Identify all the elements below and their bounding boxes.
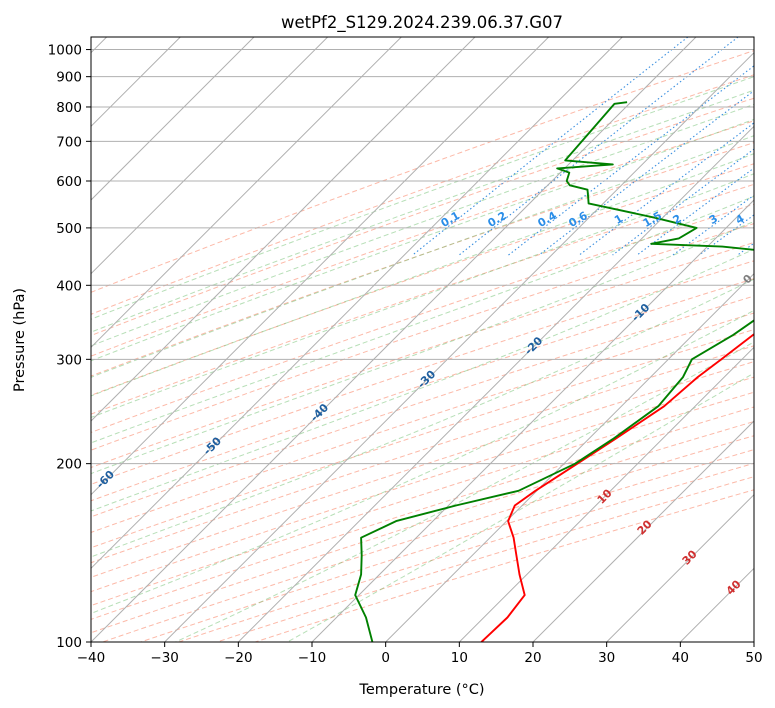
isotherm-line <box>91 37 329 275</box>
x-tick-label: 40 <box>672 650 689 666</box>
mixing-ratio-line <box>412 37 689 256</box>
mixing-ratio-line <box>766 37 775 255</box>
y-axis-title: Pressure (hPa) <box>12 288 28 392</box>
mixing-ratio-label: 3 <box>707 212 720 227</box>
dry-adiabat <box>91 50 754 293</box>
moist-adiabat <box>91 220 754 475</box>
dewpoint-profile <box>354 101 754 642</box>
chart-grid <box>91 37 775 642</box>
isotherm-line <box>753 641 754 642</box>
plot-frame <box>90 36 755 643</box>
isotherm-line <box>458 346 754 642</box>
isotherm-line <box>237 125 754 642</box>
dry-adiabat <box>91 223 754 451</box>
dry-adiabat <box>91 260 754 485</box>
moist-adiabat <box>91 76 754 320</box>
mixing-ratio-label: 1.5 <box>641 209 664 230</box>
x-axis-title: Temperature (°C) <box>358 682 484 698</box>
isotherm-line <box>311 199 754 642</box>
moist-adiabat <box>91 309 754 614</box>
mixing-ratio-line <box>458 37 739 256</box>
dry-adiabat <box>91 361 754 578</box>
mixing-ratio-line <box>578 122 754 256</box>
mixing-ratio-label: 0.6 <box>566 209 590 230</box>
isotherm-line <box>91 37 623 570</box>
dry-adiabat <box>91 241 754 469</box>
moist-adiabat <box>175 341 754 642</box>
isotherm-line <box>606 493 754 642</box>
x-tick-label: 30 <box>598 650 615 666</box>
x-tick-label: 20 <box>524 650 541 666</box>
dry-adiabat <box>91 329 754 549</box>
dry-adiabat <box>91 97 754 337</box>
y-tick-label: 700 <box>56 134 82 150</box>
moist-adiabat <box>91 173 754 418</box>
x-tick-label: 10 <box>451 650 468 666</box>
y-tick-label: 100 <box>56 635 82 651</box>
dry-adiabat <box>91 163 754 396</box>
isotherm-label: -20 <box>522 334 545 357</box>
isotherm-line <box>91 37 550 496</box>
mixing-ratio-label: 0.1 <box>439 209 462 230</box>
y-tick-label: 200 <box>56 457 82 473</box>
y-tick-label: 900 <box>56 70 82 86</box>
moist-adiabat <box>91 153 754 397</box>
x-tick-label: −10 <box>298 650 327 666</box>
moist-adiabat-label: 40 <box>724 577 744 597</box>
moist-adiabat-label: 30 <box>680 547 700 567</box>
x-tick-label: −20 <box>224 650 253 666</box>
moist-adiabat <box>91 248 754 512</box>
isotherm-line <box>164 51 754 642</box>
x-tick-label: 0 <box>381 650 390 666</box>
dry-adiabat <box>91 345 754 564</box>
dry-adiabat <box>91 312 754 533</box>
isotherm-line <box>385 272 754 642</box>
mixing-ratio-line <box>508 65 754 256</box>
isotherm-line <box>91 37 476 422</box>
dry-adiabat <box>91 120 754 357</box>
mixing-ratio-label: 4 <box>733 212 746 227</box>
dry-adiabat <box>91 74 754 315</box>
mixing-ratio-label: 0.2 <box>486 209 509 230</box>
chart-series <box>354 101 754 642</box>
x-tick-label: −40 <box>77 650 106 666</box>
dry-adiabat <box>91 203 754 433</box>
mixing-ratio-line <box>636 167 754 256</box>
moist-adiabat <box>91 278 754 558</box>
mixing-ratio-label: 1 <box>612 212 625 227</box>
isotherm-line <box>91 37 402 349</box>
moist-adiabat <box>91 118 754 362</box>
mixing-ratio-label: 0.4 <box>536 209 560 230</box>
dry-adiabat <box>91 376 754 593</box>
y-tick-label: 800 <box>56 100 82 116</box>
dry-adiabat <box>91 278 754 502</box>
isotherm-line <box>532 420 754 642</box>
dry-adiabat <box>91 183 754 415</box>
y-tick-label: 600 <box>56 174 82 190</box>
dry-adiabat <box>91 295 754 518</box>
chart-title: wetPf2_S129.2024.239.06.37.G07 <box>281 13 563 33</box>
x-tick-label: 50 <box>745 650 762 666</box>
moist-adiabat <box>91 103 754 347</box>
chart-axes: −40 −30 −20 −10 0 10 20 30 40 50 100 200 300 400 500 60… <box>48 43 763 666</box>
isotherm-line <box>91 37 255 201</box>
temperature-profile <box>480 332 754 642</box>
dry-adiabat <box>91 391 754 607</box>
dry-adiabat <box>91 142 754 377</box>
y-tick-label: 1000 <box>48 43 82 59</box>
moist-adiabat <box>91 89 754 333</box>
y-tick-label: 400 <box>56 278 82 294</box>
isotherm-line <box>679 567 754 642</box>
y-tick-label: 500 <box>56 221 82 237</box>
moist-adiabat <box>91 195 754 444</box>
isotherm-line <box>91 37 697 642</box>
dry-adiabat <box>91 406 754 620</box>
y-tick-label: 300 <box>56 352 82 368</box>
moist-adiabat-label: 20 <box>635 517 655 537</box>
x-tick-label: −30 <box>150 650 179 666</box>
